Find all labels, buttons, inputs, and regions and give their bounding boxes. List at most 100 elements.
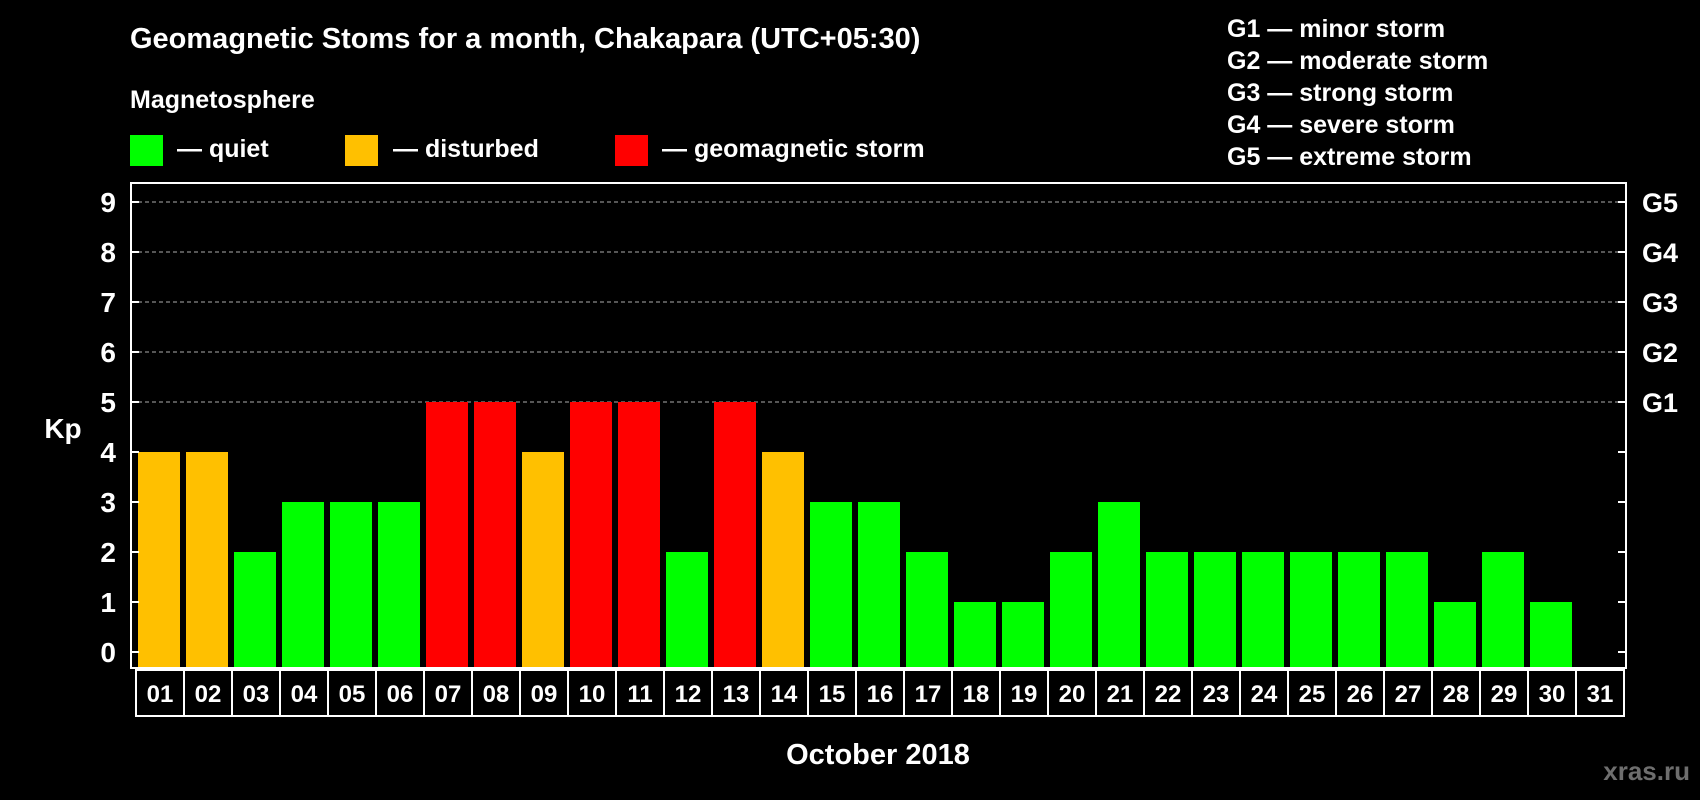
day-label: 03: [243, 681, 270, 708]
storm-level-label: G5: [1642, 188, 1678, 218]
storm-level-label: G1: [1642, 388, 1678, 418]
bar-day-27: [1386, 552, 1428, 668]
legend-label-disturbed: — disturbed: [393, 135, 539, 163]
bar-day-04: [282, 502, 324, 668]
legend-label-quiet: — quiet: [177, 135, 269, 163]
day-label: 08: [483, 681, 510, 708]
storm-level-label: G3: [1642, 288, 1678, 318]
day-label: 09: [531, 681, 558, 708]
bar-day-13: [714, 402, 756, 668]
day-label: 06: [387, 681, 414, 708]
y-tick-label: 1: [100, 587, 116, 618]
storm-scale-g2: G2 — moderate storm: [1227, 47, 1488, 75]
day-label: 05: [339, 681, 366, 708]
bar-day-14: [762, 452, 804, 668]
day-label: 01: [147, 681, 174, 708]
storm-level-axis: G1 G2 G3 G4 G5: [1618, 188, 1678, 653]
day-label: 24: [1251, 681, 1278, 708]
bar-day-10: [570, 402, 612, 668]
legend-title: Magnetosphere: [130, 86, 315, 114]
bar-day-12: [666, 552, 708, 668]
bar-day-05: [330, 502, 372, 668]
day-label: 23: [1203, 681, 1230, 708]
y-tick-label: 8: [100, 237, 116, 268]
day-label: 29: [1491, 681, 1518, 708]
bar-day-19: [1002, 602, 1044, 668]
storm-scale-g1: G1 — minor storm: [1227, 15, 1445, 43]
storm-level-label: G4: [1642, 238, 1678, 268]
storm-scale-g4: G4 — severe storm: [1227, 111, 1455, 139]
y-tick-label: 3: [100, 487, 116, 518]
legend-swatch-storm: [615, 135, 648, 166]
day-label: 27: [1395, 681, 1422, 708]
legend: — quiet — disturbed — geomagnetic storm: [130, 135, 925, 166]
y-tick-label: 2: [100, 537, 116, 568]
bar-day-28: [1434, 602, 1476, 668]
day-label: 11: [627, 681, 652, 708]
y-tick-label: 4: [100, 437, 116, 468]
day-label: 22: [1155, 681, 1182, 708]
day-axis-frame: [135, 669, 1625, 717]
day-label: 30: [1539, 681, 1566, 708]
y-axis: 0 1 2 3 4 5 6 7 8 9: [100, 187, 139, 668]
bar-day-22: [1146, 552, 1188, 668]
day-label: 12: [675, 681, 702, 708]
y-tick-label: 5: [100, 387, 116, 418]
grid-lines: [131, 201, 1626, 403]
y-tick-label: 9: [100, 187, 116, 218]
day-label: 20: [1059, 681, 1086, 708]
bars: [138, 402, 1572, 668]
bar-day-16: [858, 502, 900, 668]
y-tick-label: 7: [100, 287, 116, 318]
bar-day-18: [954, 602, 996, 668]
bar-day-08: [474, 402, 516, 668]
day-label: 16: [867, 681, 894, 708]
bar-day-06: [378, 502, 420, 668]
y-axis-label: Kp: [44, 413, 81, 444]
storm-scale-g5: G5 — extreme storm: [1227, 143, 1472, 171]
bar-day-09: [522, 452, 564, 668]
legend-swatch-quiet: [130, 135, 163, 166]
storm-scale-legend: G1 — minor storm G2 — moderate storm G3 …: [1227, 15, 1488, 171]
day-label: 19: [1011, 681, 1038, 708]
bar-day-17: [906, 552, 948, 668]
day-label: 07: [435, 681, 462, 708]
bar-day-15: [810, 502, 852, 668]
x-axis-label: October 2018: [786, 739, 970, 771]
day-axis: 01 02 03 04 05 06 07 08 09 10 11 12 13 14 15 16 17 18 19 20…: [135, 669, 1625, 717]
plot-frame: [130, 182, 1627, 669]
bar-day-20: [1050, 552, 1092, 668]
bar-day-03: [234, 552, 276, 668]
day-label: 10: [579, 681, 606, 708]
y-tick-label: 6: [100, 337, 116, 368]
y-tick-label: 0: [100, 637, 116, 668]
bar-day-30: [1530, 602, 1572, 668]
day-label: 21: [1107, 681, 1134, 708]
bar-day-29: [1482, 552, 1524, 668]
bar-day-26: [1338, 552, 1380, 668]
chart-title: Geomagnetic Stoms for a month, Chakapara…: [130, 23, 920, 55]
day-label: 15: [819, 681, 846, 708]
day-label: 28: [1443, 681, 1470, 708]
day-label: 13: [723, 681, 750, 708]
day-label: 26: [1347, 681, 1374, 708]
day-label: 14: [771, 681, 798, 708]
day-label: 04: [291, 681, 318, 708]
bar-day-21: [1098, 502, 1140, 668]
storm-scale-g3: G3 — strong storm: [1227, 79, 1453, 107]
day-label: 17: [915, 681, 942, 708]
legend-label-storm: — geomagnetic storm: [662, 135, 925, 163]
watermark: xras.ru: [1603, 756, 1690, 786]
bar-day-11: [618, 402, 660, 668]
bar-day-07: [426, 402, 468, 668]
storm-level-label: G2: [1642, 338, 1678, 368]
bar-day-01: [138, 452, 180, 668]
day-label: 18: [963, 681, 990, 708]
day-label: 25: [1299, 681, 1326, 708]
day-label: 02: [195, 681, 222, 708]
legend-swatch-disturbed: [345, 135, 378, 166]
day-label: 31: [1587, 681, 1614, 708]
bar-day-23: [1194, 552, 1236, 668]
bar-day-24: [1242, 552, 1284, 668]
